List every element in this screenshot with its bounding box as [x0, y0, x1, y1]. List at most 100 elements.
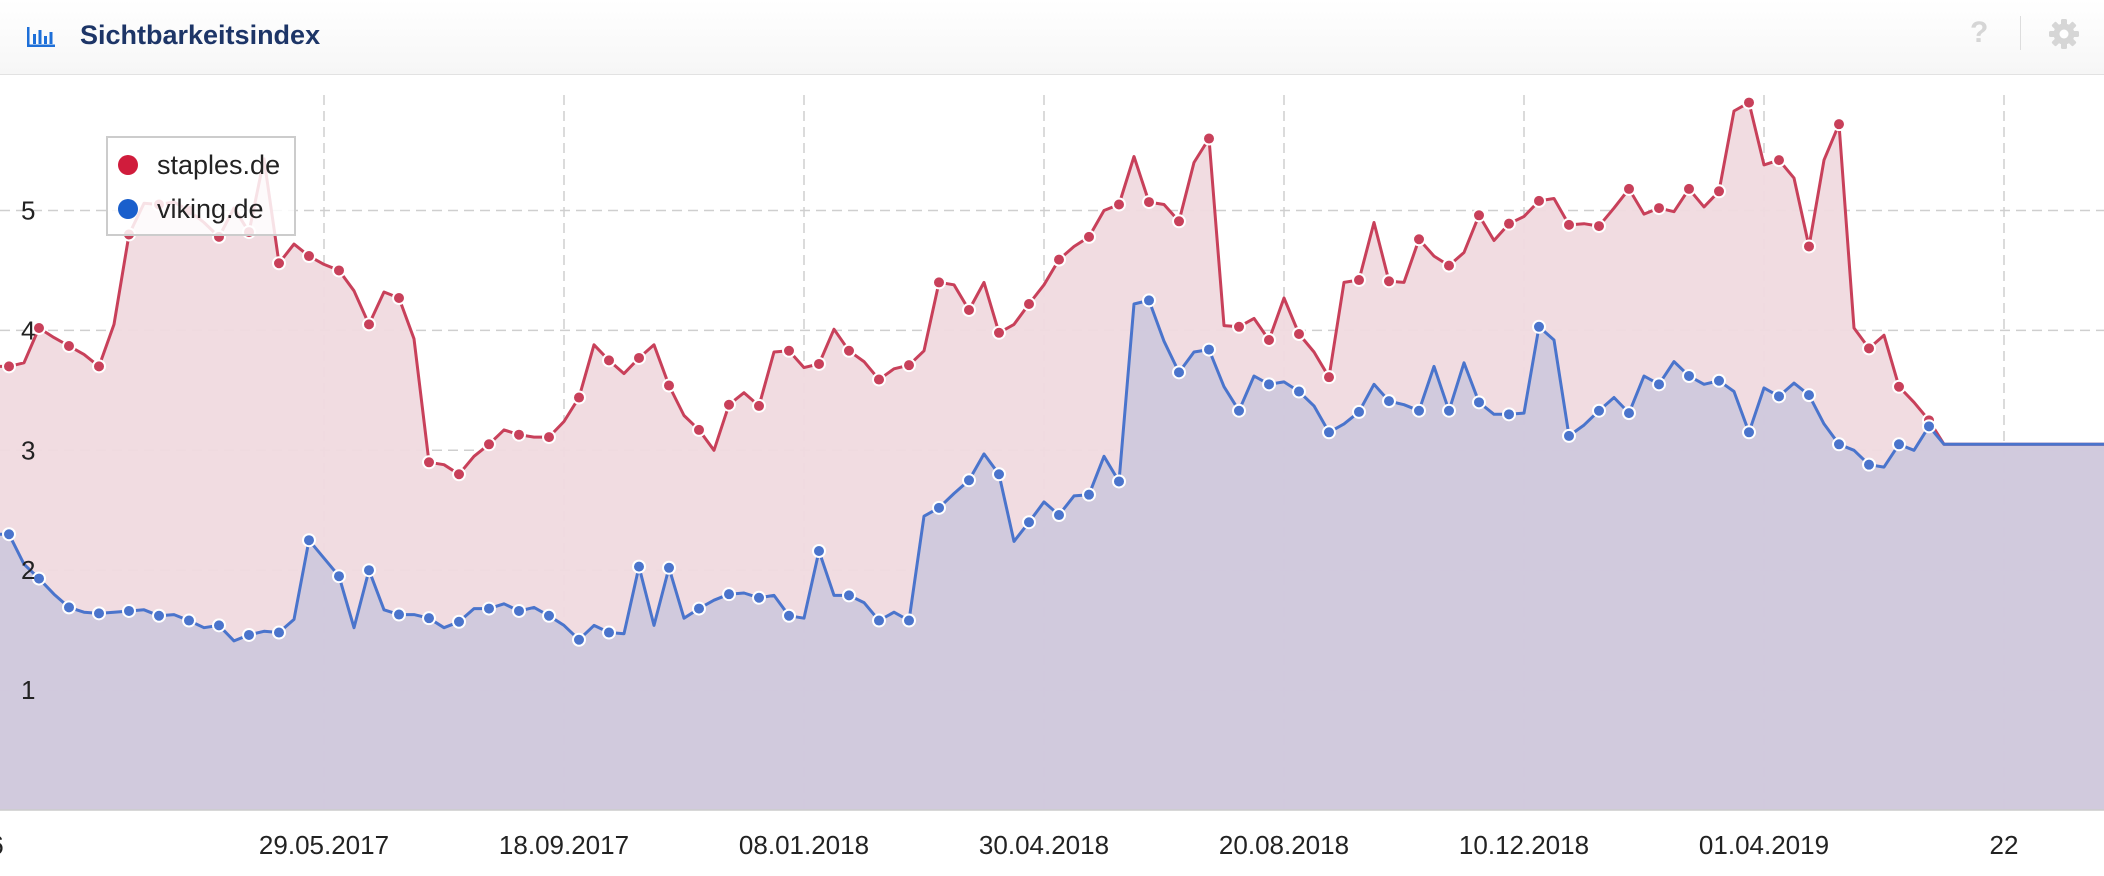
data-point[interactable]	[1322, 370, 1336, 385]
data-point[interactable]	[62, 338, 76, 353]
data-point[interactable]	[542, 430, 556, 445]
data-point[interactable]	[1352, 273, 1366, 288]
data-point[interactable]	[1382, 394, 1396, 409]
data-point[interactable]	[1262, 377, 1276, 392]
data-point[interactable]	[152, 608, 166, 623]
data-point[interactable]	[782, 608, 796, 623]
data-point[interactable]	[302, 533, 316, 548]
data-point[interactable]	[842, 588, 856, 603]
data-point[interactable]	[992, 325, 1006, 340]
data-point[interactable]	[1862, 341, 1876, 356]
data-point[interactable]	[1832, 437, 1846, 452]
data-point[interactable]	[812, 356, 826, 371]
data-point[interactable]	[1862, 457, 1876, 472]
data-point[interactable]	[1082, 229, 1096, 244]
data-point[interactable]	[1292, 326, 1306, 341]
data-point[interactable]	[1802, 388, 1816, 403]
data-point[interactable]	[992, 467, 1006, 482]
data-point[interactable]	[1412, 403, 1426, 418]
data-point[interactable]	[1802, 239, 1816, 254]
data-point[interactable]	[962, 303, 976, 318]
data-point[interactable]	[752, 398, 766, 413]
data-point[interactable]	[902, 358, 916, 373]
data-point[interactable]	[872, 372, 886, 387]
data-point[interactable]	[692, 601, 706, 616]
data-point[interactable]	[1712, 184, 1726, 199]
data-point[interactable]	[1052, 508, 1066, 523]
data-point[interactable]	[1742, 95, 1756, 110]
data-point[interactable]	[392, 291, 406, 306]
data-point[interactable]	[452, 614, 466, 629]
data-point[interactable]	[32, 571, 46, 586]
data-point[interactable]	[1142, 293, 1156, 308]
data-point[interactable]	[1622, 181, 1636, 196]
data-point[interactable]	[842, 343, 856, 358]
data-point[interactable]	[932, 275, 946, 290]
data-point[interactable]	[2, 527, 16, 542]
data-point[interactable]	[1142, 195, 1156, 210]
data-point[interactable]	[1262, 332, 1276, 347]
data-point[interactable]	[302, 249, 316, 264]
data-point[interactable]	[542, 608, 556, 623]
data-point[interactable]	[1892, 437, 1906, 452]
data-point[interactable]	[1232, 319, 1246, 334]
data-point[interactable]	[272, 256, 286, 271]
data-point[interactable]	[602, 353, 616, 368]
data-point[interactable]	[422, 611, 436, 626]
data-point[interactable]	[1922, 419, 1936, 434]
data-point[interactable]	[1832, 117, 1846, 132]
data-point[interactable]	[1112, 197, 1126, 212]
data-point[interactable]	[1622, 406, 1636, 421]
data-point[interactable]	[452, 467, 466, 482]
data-point[interactable]	[632, 559, 646, 574]
data-point[interactable]	[512, 427, 526, 442]
legend-label[interactable]: staples.de	[157, 150, 280, 180]
legend-label[interactable]: viking.de	[157, 194, 264, 224]
data-point[interactable]	[1202, 131, 1216, 146]
data-point[interactable]	[692, 422, 706, 437]
data-point[interactable]	[362, 563, 376, 578]
data-point[interactable]	[722, 587, 736, 602]
data-point[interactable]	[1232, 403, 1246, 418]
data-point[interactable]	[1082, 487, 1096, 502]
data-point[interactable]	[1712, 373, 1726, 388]
data-point[interactable]	[212, 618, 226, 633]
data-point[interactable]	[1172, 214, 1186, 229]
data-point[interactable]	[752, 590, 766, 605]
data-point[interactable]	[1892, 379, 1906, 394]
data-point[interactable]	[1022, 297, 1036, 312]
data-point[interactable]	[62, 600, 76, 615]
data-point[interactable]	[662, 560, 676, 575]
data-point[interactable]	[1772, 153, 1786, 168]
data-point[interactable]	[1442, 258, 1456, 273]
data-point[interactable]	[782, 343, 796, 358]
data-point[interactable]	[1292, 384, 1306, 399]
data-point[interactable]	[1472, 208, 1486, 223]
data-point[interactable]	[1052, 252, 1066, 267]
data-point[interactable]	[362, 317, 376, 332]
data-point[interactable]	[1592, 219, 1606, 234]
data-point[interactable]	[1412, 232, 1426, 247]
data-point[interactable]	[1112, 474, 1126, 489]
data-point[interactable]	[932, 500, 946, 515]
data-point[interactable]	[722, 397, 736, 412]
data-point[interactable]	[1022, 515, 1036, 530]
legend[interactable]: staples.de viking.de	[106, 136, 296, 236]
data-point[interactable]	[572, 390, 586, 405]
data-point[interactable]	[32, 320, 46, 335]
data-point[interactable]	[662, 378, 676, 393]
data-point[interactable]	[512, 603, 526, 618]
gear-icon[interactable]	[2048, 18, 2080, 50]
data-point[interactable]	[482, 601, 496, 616]
data-point[interactable]	[92, 359, 106, 374]
data-point[interactable]	[962, 473, 976, 488]
data-point[interactable]	[1562, 428, 1576, 443]
data-point[interactable]	[1532, 319, 1546, 334]
data-point[interactable]	[1532, 193, 1546, 208]
data-point[interactable]	[1772, 389, 1786, 404]
data-point[interactable]	[1742, 425, 1756, 440]
data-point[interactable]	[812, 544, 826, 559]
data-point[interactable]	[482, 437, 496, 452]
data-point[interactable]	[1502, 407, 1516, 422]
data-point[interactable]	[242, 627, 256, 642]
